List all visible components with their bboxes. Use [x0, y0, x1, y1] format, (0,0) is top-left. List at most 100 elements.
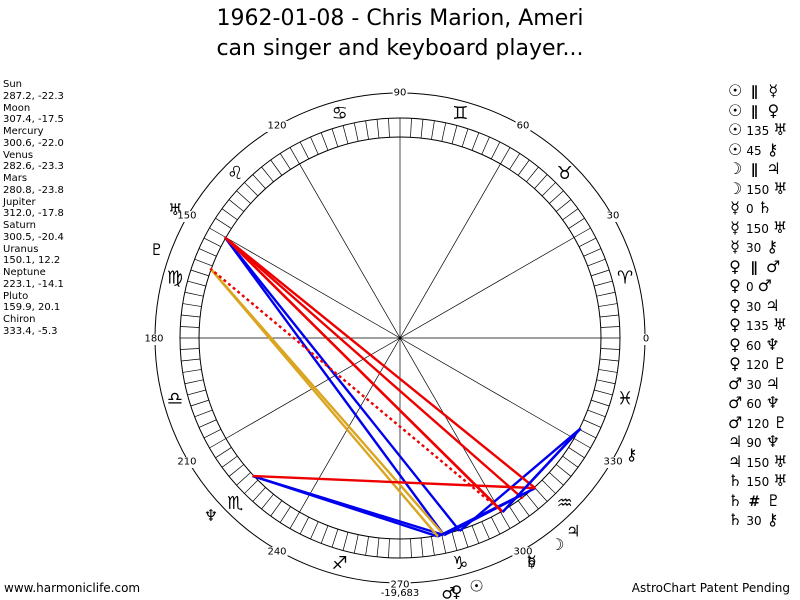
planet-marker-icon: ♇	[150, 240, 164, 259]
planet-glyph-icon: ☉	[728, 81, 743, 100]
scale-tick	[541, 182, 556, 197]
scale-tick	[194, 258, 213, 267]
aspect-row: ☉ 45 ⚷	[728, 140, 788, 160]
scale-tick	[353, 534, 359, 554]
planet-name: Venus	[3, 149, 34, 161]
planet-glyph-icon: ♅	[773, 178, 788, 198]
scale-tick	[583, 419, 602, 428]
aspect-row: ♀ 135 ♅	[728, 315, 788, 335]
planet-name: Sun	[3, 79, 23, 90]
aspect-row: ☿ 0 ♄	[728, 198, 788, 218]
zodiac-sign-icon: ♉	[557, 163, 573, 184]
aspect-row: ♀ ∥ ♂	[728, 257, 788, 277]
planet-glyph-icon: ☿	[730, 198, 740, 217]
scale-tick	[594, 280, 613, 287]
aspect-angle: 0	[746, 202, 754, 216]
zodiac-sign-icon: ♓	[617, 388, 633, 409]
planet-glyph-icon: ☿	[730, 237, 740, 256]
planet-glyph-icon: ♃	[765, 295, 780, 315]
scale-tick	[180, 326, 200, 328]
scale-tick	[549, 190, 564, 204]
zodiac-sign-icon: ♍	[167, 268, 183, 289]
aspect-angle: 120	[746, 416, 770, 431]
scale-tick	[289, 147, 300, 165]
scale-tick	[182, 303, 202, 307]
planet-glyph-icon: ♆	[765, 334, 780, 354]
aspect-line	[224, 236, 536, 490]
scale-tick	[365, 120, 369, 140]
scale-tick	[555, 199, 572, 212]
scale-tick	[490, 141, 501, 160]
angle-label: 240	[267, 547, 286, 558]
aspect-angle: 30	[746, 241, 762, 255]
planet-glyph-icon: ☿	[730, 217, 740, 237]
zodiac-sign-icon: ♌	[227, 163, 243, 184]
planet-glyph-icon: ♇	[766, 490, 781, 510]
angle-label-bg	[392, 88, 408, 99]
scale-tick	[500, 511, 511, 529]
planet-glyph-icon: ⚷	[766, 139, 779, 159]
planet-name: Mercury	[3, 126, 44, 137]
wheel-spoke	[225, 237, 575, 439]
aspect-angle: 30	[746, 514, 762, 528]
scale-tick	[244, 182, 259, 197]
scale-tick	[573, 227, 591, 238]
aspect-line	[223, 236, 461, 532]
scale-tick	[180, 348, 200, 350]
aspect-row: ♂ 30 ♃	[728, 374, 788, 394]
scale-tick	[526, 493, 539, 510]
aspect-row: ☉ ∥ ♀	[728, 101, 788, 121]
scale-tick	[203, 237, 222, 248]
aspect-row: ♀ 0 ♂	[728, 276, 788, 296]
planet-marker-icon: ♆	[204, 506, 218, 525]
aspect-list: ☉ ∥ ☿ ☉ ∥ ♀ ☉ 135 ♅ ☉ 45 ⚷ ☽ ∥ ♃ ☽ 150 ♅ ☿ 0 ♄ ☿ 150 ♅ ☿ 30 ⚷ ♀ ∥ ♂ ♀ 0…	[728, 81, 788, 530]
scale-tick	[182, 369, 202, 373]
scale-tick	[331, 529, 339, 548]
aspect-line	[224, 236, 524, 500]
scale-tick	[562, 208, 579, 221]
scale-tick	[555, 464, 572, 477]
scale-tick	[441, 534, 447, 554]
scale-tick	[534, 487, 548, 502]
angle-label-bg	[641, 334, 651, 345]
scale-tick	[184, 379, 204, 385]
scale-tick	[320, 132, 329, 151]
planet-glyph-icon: ♇	[773, 412, 788, 432]
angle-label-bg	[602, 457, 624, 468]
planet-glyph-icon: ☽	[728, 178, 743, 198]
aspect-angle: 30	[746, 299, 762, 314]
planet-coords: 300.5, -20.4	[3, 231, 64, 243]
scale-tick	[365, 536, 369, 556]
planet-glyph-icon: ♀	[729, 295, 741, 315]
planet-marker-icon: ☽	[550, 535, 564, 554]
planet-glyph-icon: ♀	[729, 354, 741, 373]
angle-label-bg	[176, 211, 198, 222]
planet-coords: 307.4, -17.5	[3, 114, 64, 126]
scale-tick	[568, 447, 585, 459]
scale-tick	[190, 269, 209, 277]
planet-marker-icon: ☿	[527, 552, 537, 571]
scale-tick	[441, 122, 447, 142]
aspect-row: ♀ 120 ♇	[728, 354, 788, 374]
aspect-row: ♀ 30 ♃	[728, 296, 788, 316]
scale-tick	[599, 358, 619, 362]
scale-tick	[600, 348, 620, 350]
angle-label: 330	[603, 457, 622, 468]
zodiac-sign-icon: ♋	[332, 103, 348, 124]
aspect-line	[224, 236, 504, 513]
planet-glyph-icon: ♂	[728, 412, 743, 432]
planet-glyph-icon: ♆	[765, 432, 780, 451]
zodiac-sign-icon: ♎	[167, 388, 183, 409]
aspect-row: ☉ 135 ♅	[728, 120, 788, 140]
scale-tick	[600, 326, 620, 328]
scale-tick	[353, 122, 359, 142]
planet-glyph-icon: ♆	[765, 393, 780, 412]
scale-tick	[184, 291, 204, 297]
planet-glyph-icon: ♃	[765, 373, 780, 393]
planet-coords: 333.4, -5.3	[3, 325, 58, 337]
angle-label: 150	[177, 211, 196, 222]
scale-tick	[568, 217, 585, 229]
footer-website: www.harmoniclife.com	[4, 581, 141, 595]
scale-tick	[461, 128, 469, 147]
